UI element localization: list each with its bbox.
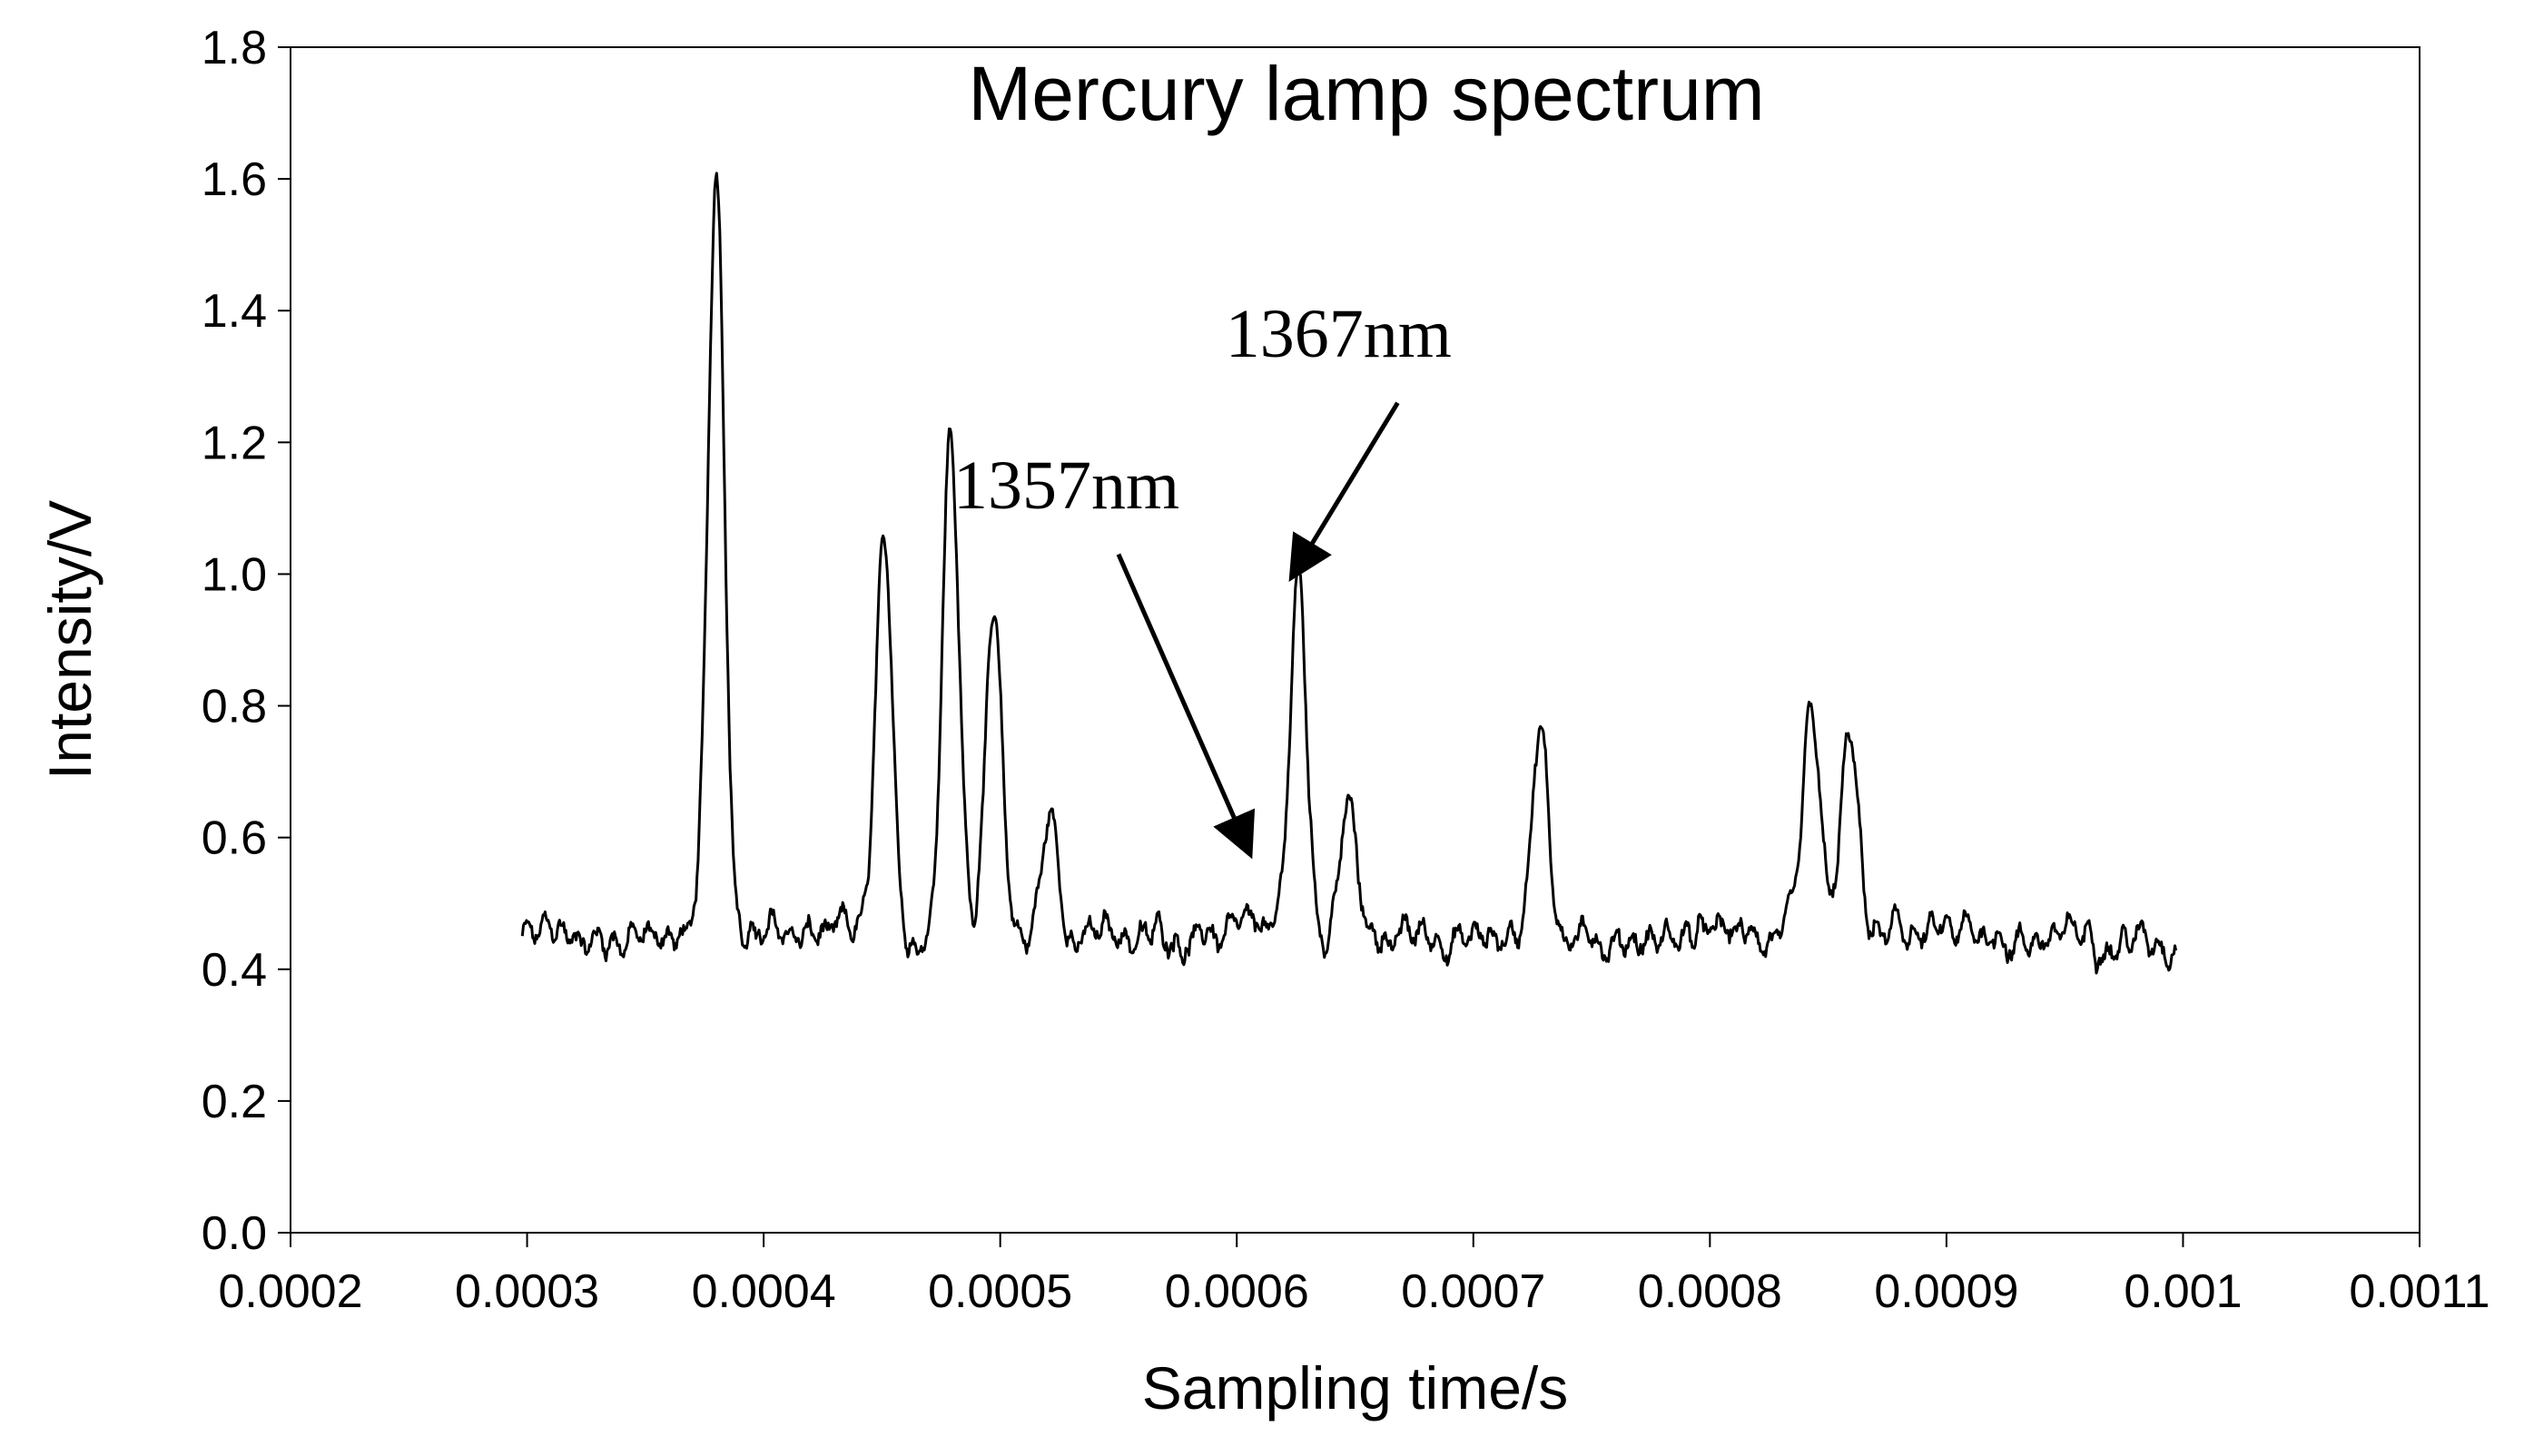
chart-title: Mercury lamp spectrum (968, 51, 1765, 136)
x-tick-label: 0.0002 (218, 1265, 362, 1318)
y-axis-label: Intensity/V (36, 500, 104, 780)
x-tick-label: 0.0008 (1638, 1265, 1782, 1318)
annotation-arrow (1288, 401, 1400, 582)
y-tick-label: 1.8 (202, 22, 267, 74)
x-tick-label: 0.0003 (455, 1265, 599, 1318)
spectrum-line (520, 172, 2178, 975)
y-axis: 0.0 0.2 0.4 0.6 0.8 1.0 1.2 1.4 1.6 1.8 (202, 22, 291, 1260)
y-tick-label: 0.6 (202, 812, 267, 865)
x-tick-label: 0.001 (2124, 1265, 2242, 1318)
plot-area (290, 46, 2420, 1234)
x-tick-label: 0.0007 (1401, 1265, 1545, 1318)
x-tick-label: 0.0004 (692, 1265, 836, 1318)
x-axis-label: Sampling time/s (1142, 1354, 1569, 1422)
y-tick-label: 0.2 (202, 1076, 267, 1128)
x-tick-label: 0.0006 (1165, 1265, 1309, 1318)
y-tick-label: 1.2 (202, 417, 267, 469)
y-tick-label: 1.6 (202, 153, 267, 206)
y-tick-label: 0.0 (202, 1207, 267, 1260)
annotation-label: 1357nm (953, 448, 1179, 524)
annotations: 1357nm 1367nm (953, 296, 1452, 860)
y-tick-label: 0.8 (202, 681, 267, 733)
y-tick-label: 1.4 (202, 285, 267, 338)
x-tick-label: 0.0005 (928, 1265, 1072, 1318)
x-tick-label: 0.0009 (1874, 1265, 2018, 1318)
annotation-label: 1367nm (1226, 296, 1452, 372)
x-tick-label: 0.0011 (2349, 1265, 2489, 1318)
y-tick-label: 1.0 (202, 548, 267, 601)
y-tick-label: 0.4 (202, 944, 267, 997)
annotation-arrow (1116, 553, 1256, 860)
x-axis: 0.0002 0.0003 0.0004 0.0005 0.0006 0.0007 0.00… (218, 1233, 2490, 1318)
